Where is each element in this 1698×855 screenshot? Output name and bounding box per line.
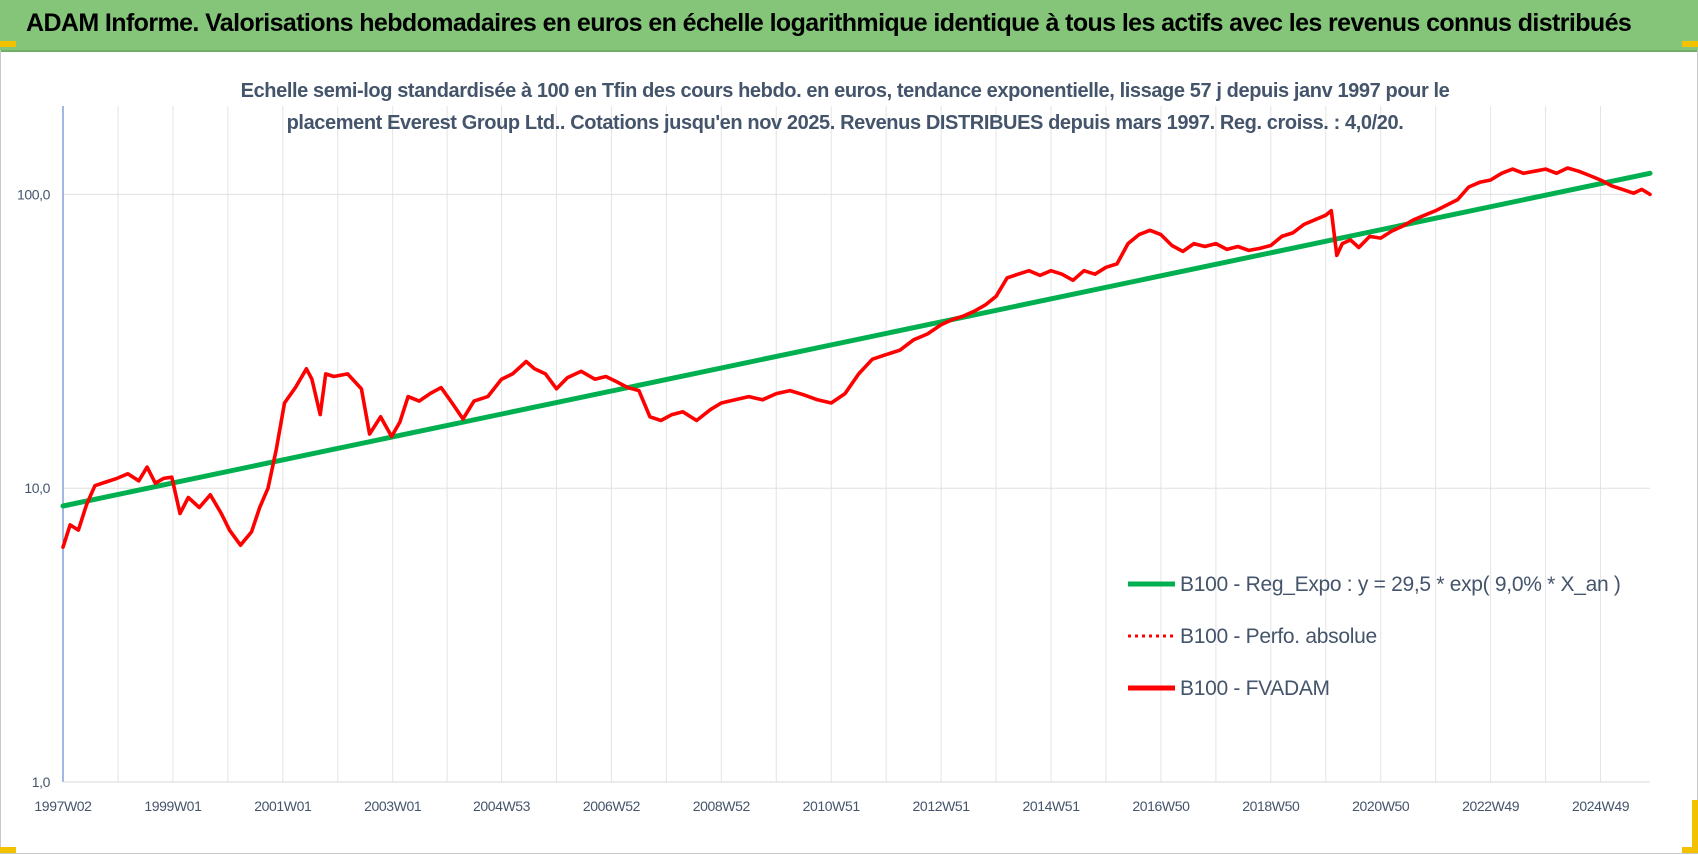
x-tick-label: 2003W01 [364,798,422,814]
corner-marker-top-right [1682,41,1698,47]
legend-item-perfo-absolue: B100 - Perfo. absolue [1128,625,1377,648]
legend-label-fvadam: B100 - FVADAM [1180,677,1330,700]
x-tick-label: 2004W53 [473,798,531,814]
header-banner: ADAM Informe. Valorisations hebdomadaire… [0,0,1698,52]
chart-title-line-1: Echelle semi-log standardisée à 100 en T… [241,80,1450,102]
x-tick-label: 2014W51 [1022,798,1080,814]
x-tick-label: 2001W01 [254,798,312,814]
corner-marker-bottom-left [0,847,16,853]
legend: B100 - Reg_Expo : y = 29,5 * exp( 9,0% *… [1128,573,1621,700]
grid-lines [63,106,1650,783]
x-tick-label: 2024W49 [1572,798,1630,814]
y-tick-label: 100,0 [17,186,51,202]
page-title: ADAM Informe. Valorisations hebdomadaire… [26,9,1632,37]
corner-marker-top-left [0,41,16,47]
series-line-2 [61,166,1652,550]
x-tick-label: 2008W52 [693,798,751,814]
x-tick-label: 2012W51 [913,798,971,814]
corner-marker-bottom-right-foot [1682,847,1698,853]
legend-item-fvadam: B100 - FVADAM [1128,677,1330,700]
y-tick-label: 10,0 [24,480,50,496]
x-tick-label: 2022W49 [1462,798,1520,814]
x-tick-label: 2016W50 [1132,798,1190,814]
tick-labels: 1997W02 1999W01 2001W01 2003W01 2004W53 2006W… [17,186,1630,814]
legend-label-perfo-absolue: B100 - Perfo. absolue [1180,625,1377,648]
y-tick-label: 1,0 [32,774,51,790]
chart-title-line-2: placement Everest Group Ltd.. Cotations … [287,112,1404,134]
legend-label-reg-expo: B100 - Reg_Expo : y = 29,5 * exp( 9,0% *… [1180,573,1621,596]
series-line-0 [60,170,1653,509]
x-tick-label: 2018W50 [1242,798,1300,814]
x-tick-label: 1997W02 [34,798,92,814]
x-tick-label: 2006W52 [583,798,641,814]
corner-marker-bottom-right [1692,800,1698,853]
x-tick-label: 1999W01 [144,798,202,814]
x-tick-label: 2020W50 [1352,798,1410,814]
legend-item-reg-expo: B100 - Reg_Expo : y = 29,5 * exp( 9,0% *… [1128,573,1621,596]
series-layer [60,166,1653,550]
x-tick-label: 2010W51 [803,798,861,814]
